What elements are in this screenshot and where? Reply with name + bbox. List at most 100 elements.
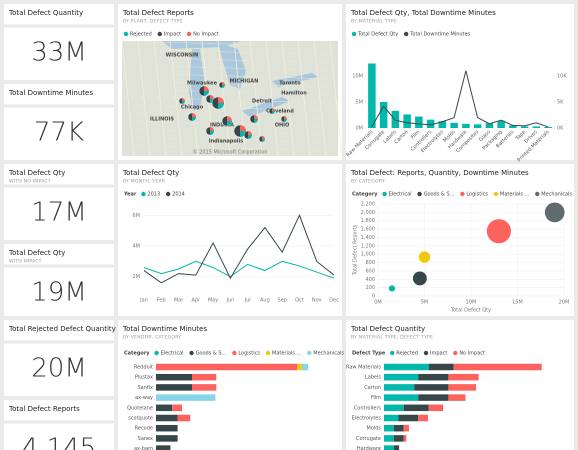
legend-label: Rejected xyxy=(130,32,152,38)
bar-segment xyxy=(156,445,171,450)
bar-segment xyxy=(172,404,183,412)
y-tick-label: 4M xyxy=(133,244,141,250)
map-marker-noimpact xyxy=(254,115,258,119)
y-tick-label: Electrolytes xyxy=(352,416,382,422)
legend-title: Year xyxy=(123,192,137,198)
legend-marker xyxy=(123,31,129,37)
legend-marker xyxy=(232,350,237,356)
bar-segment xyxy=(301,363,309,371)
map-place-label: Indianapolis xyxy=(209,139,243,145)
map-marker-noimpact xyxy=(210,95,214,99)
card-value: 20M xyxy=(31,354,87,384)
card-title: Total Defect Qty xyxy=(8,249,65,257)
road xyxy=(153,40,167,157)
card-title: Total Rejected Defect Quantity xyxy=(8,325,116,333)
map-place-label: MICHIGAN xyxy=(230,79,259,85)
x-tick-label: Jan xyxy=(139,298,148,304)
map-marker-rejected xyxy=(262,139,265,142)
x-tick-label: Nov xyxy=(312,298,322,304)
map-place-label: Hamilton xyxy=(281,91,307,97)
bar-segment xyxy=(156,435,178,442)
lake xyxy=(272,73,318,87)
bar-segment xyxy=(428,404,444,412)
road xyxy=(121,104,339,112)
y-tick-label: 2,200 xyxy=(361,202,375,208)
y-tick-label: scotquote xyxy=(128,416,153,422)
map-marker xyxy=(280,115,288,123)
line-series xyxy=(143,260,335,279)
map-marker xyxy=(243,130,253,140)
map-marker-rejected xyxy=(222,85,225,88)
chart-title: Total Downtime Minutes xyxy=(122,325,207,333)
map-marker-rejected xyxy=(284,119,287,122)
bar xyxy=(403,114,411,128)
card-title: Total Defect Quantity xyxy=(8,9,83,17)
y-tick-label: 200 xyxy=(365,285,375,291)
bar-segment xyxy=(384,404,404,412)
y-tick-label: Film xyxy=(371,395,381,401)
bubble xyxy=(418,251,431,263)
y-tick-label: 1,600 xyxy=(361,227,375,233)
bar-segment xyxy=(156,404,173,412)
map-attribution: © 2015 Microsoft Corporation xyxy=(193,149,268,156)
legend-label: 2013 xyxy=(147,192,160,198)
road xyxy=(185,40,199,157)
y-tick-label: 1,800 xyxy=(361,218,375,224)
legend-marker xyxy=(154,350,159,356)
bar xyxy=(368,63,376,128)
map-marker-noimpact xyxy=(182,98,185,101)
y-tick-label: Recode xyxy=(135,426,153,432)
chart-title: Total Defect Reports xyxy=(122,9,194,17)
bar-segment xyxy=(393,424,404,432)
road xyxy=(121,40,135,157)
road xyxy=(121,144,339,152)
card-title: Total Downtime Minutes xyxy=(8,89,93,97)
x-tick-label: May xyxy=(208,298,218,304)
bar-segment xyxy=(448,373,479,381)
map-marker xyxy=(249,114,259,124)
bar-segment xyxy=(156,394,216,401)
line-series xyxy=(143,214,335,284)
chart-title: Total Defect Qty xyxy=(122,169,179,177)
y-tick-label: 2M xyxy=(133,274,141,280)
lake xyxy=(242,97,290,117)
map-marker-rejected xyxy=(204,91,209,96)
map-marker-noimpact xyxy=(210,127,214,131)
y-tick-label: ax-bam xyxy=(134,446,153,450)
road xyxy=(121,64,339,72)
bar-segment xyxy=(403,435,407,442)
road xyxy=(121,56,339,64)
bar-segment xyxy=(403,404,429,412)
road xyxy=(233,40,247,157)
bubble xyxy=(412,271,427,286)
bar xyxy=(497,120,505,128)
y-tick-label: Hardware xyxy=(357,446,381,450)
x-tick-label: Jun xyxy=(225,298,234,304)
y-tick-label: 400 xyxy=(365,277,375,283)
bar-segment xyxy=(384,363,429,371)
legend-marker xyxy=(382,191,387,197)
map-place-label: Cleveland xyxy=(266,109,294,115)
road xyxy=(329,40,343,157)
map-place-label: Milwaukee xyxy=(187,81,218,87)
y-tick-label: Sanfix xyxy=(137,385,153,391)
bar-segment xyxy=(393,445,400,450)
y-tick-label: Controllers xyxy=(354,405,382,411)
bar-segment xyxy=(297,363,302,371)
bar-segment xyxy=(156,384,192,391)
map-marker-rejected xyxy=(240,131,246,137)
map-marker-rejected xyxy=(272,111,275,114)
x-tick-label: 5M xyxy=(421,300,429,306)
y-tick-label: Carton xyxy=(364,385,381,391)
y-tick-label: 0 xyxy=(372,294,375,300)
bar-segment xyxy=(156,424,178,432)
map-marker-rejected xyxy=(192,117,196,121)
chart-title: Total Defect Qty, Total Downtime Minutes xyxy=(350,9,496,17)
map-marker xyxy=(218,81,226,89)
x-tick-label: Dec xyxy=(329,298,339,304)
chart-subtitle: BY MATERIAL TYPE xyxy=(351,19,397,25)
legend-label: Electrical xyxy=(389,192,412,198)
legend-label: Logistics xyxy=(466,192,488,198)
chart-title: Total Defect Quantity xyxy=(350,325,425,333)
